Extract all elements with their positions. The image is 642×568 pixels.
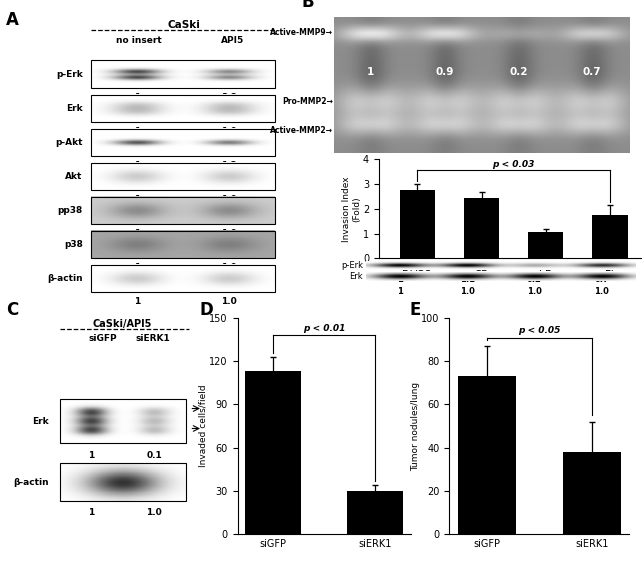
Text: Pro-MMP2→: Pro-MMP2→ [282,97,333,106]
Text: p-Erk: p-Erk [56,69,83,78]
Text: Akt: Akt [65,172,83,181]
Text: D: D [200,301,213,319]
Text: pp38: pp38 [57,206,83,215]
Text: Active-MMP2→: Active-MMP2→ [270,126,333,135]
Y-axis label: Tumor nodules/lung: Tumor nodules/lung [411,382,420,470]
Text: p-Akt: p-Akt [55,137,83,147]
Text: β-actin: β-actin [13,478,49,487]
Text: 1.0: 1.0 [221,263,237,272]
Text: 0.2: 0.2 [509,66,528,77]
Bar [60,399,186,444]
Text: 1: 1 [134,195,140,204]
Text: 0.9: 0.9 [435,66,454,77]
Text: 1: 1 [89,451,95,460]
Text: p38: p38 [64,240,83,249]
Text: 1.0: 1.0 [527,287,542,295]
Bar [528,232,564,258]
Text: Erk: Erk [66,103,83,112]
Text: siGFP: siGFP [89,333,117,343]
Text: 1: 1 [134,161,140,170]
Bar [347,491,403,534]
Bar [593,215,628,258]
Text: 1: 1 [134,127,140,136]
Text: 0.1: 0.1 [146,451,162,460]
Text: 1.0: 1.0 [221,127,237,136]
Y-axis label: Invasion Index
(Fold): Invasion Index (Fold) [342,176,361,241]
Text: 1: 1 [89,508,95,517]
Bar [91,162,275,190]
Text: 3.8: 3.8 [221,93,237,102]
Text: Active-MMP9→: Active-MMP9→ [270,28,333,37]
Bar [458,377,516,534]
Text: 0.7: 0.7 [583,66,602,77]
Text: 1.0: 1.0 [146,508,162,517]
Text: p < 0.01: p < 0.01 [303,324,345,333]
Text: 1: 1 [134,263,140,272]
Bar [399,190,435,258]
Text: 0.2: 0.2 [527,275,542,285]
Text: C: C [6,301,19,319]
Text: 1.0: 1.0 [594,287,609,295]
Bar [91,231,275,258]
Text: no insert: no insert [116,36,162,45]
Text: 1: 1 [397,287,403,295]
Bar [60,463,186,501]
Text: 1.0: 1.0 [221,229,237,238]
Bar [464,198,499,258]
Text: A: A [6,11,19,30]
Text: 1: 1 [134,229,140,238]
Text: 1: 1 [134,93,140,102]
Text: 1.0: 1.0 [221,195,237,204]
Bar [91,128,275,156]
Text: 1: 1 [367,66,374,77]
Text: 1.2: 1.2 [221,161,237,170]
Text: p < 0.05: p < 0.05 [518,327,560,335]
Text: Erk: Erk [350,272,363,281]
Bar [91,197,275,224]
Text: 1.0: 1.0 [460,287,474,295]
Text: 0.7: 0.7 [594,275,609,285]
Text: API5: API5 [221,36,244,45]
Text: 1: 1 [397,275,403,285]
Text: p-Erk: p-Erk [342,261,363,270]
Bar [91,265,275,292]
Text: 1: 1 [134,297,140,306]
Bar [91,94,275,122]
Text: 1.1: 1.1 [460,275,474,285]
Text: Erk: Erk [32,416,49,425]
Text: p < 0.03: p < 0.03 [492,160,535,169]
Text: 1.0: 1.0 [221,297,237,306]
Bar [563,452,621,534]
Text: CaSki/API5: CaSki/API5 [92,319,152,328]
Bar [91,60,275,87]
Bar [245,371,301,534]
Text: B: B [302,0,315,11]
Text: CaSki: CaSki [168,19,201,30]
Text: E: E [410,301,421,319]
Y-axis label: Invaded cells/field: Invaded cells/field [199,385,208,467]
Text: β-actin: β-actin [47,274,83,283]
Text: siERK1: siERK1 [135,333,170,343]
